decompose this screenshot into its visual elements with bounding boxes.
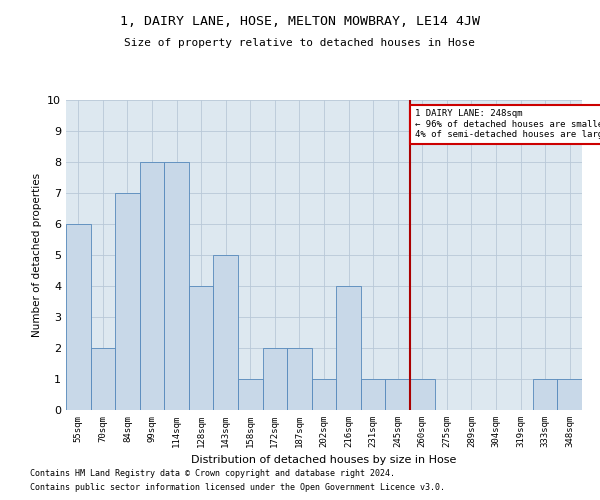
Text: 1, DAIRY LANE, HOSE, MELTON MOWBRAY, LE14 4JW: 1, DAIRY LANE, HOSE, MELTON MOWBRAY, LE1… bbox=[120, 15, 480, 28]
Text: Size of property relative to detached houses in Hose: Size of property relative to detached ho… bbox=[125, 38, 476, 48]
Bar bbox=[336, 286, 361, 410]
Bar bbox=[385, 379, 410, 410]
Bar bbox=[189, 286, 214, 410]
Bar bbox=[410, 379, 434, 410]
Bar bbox=[164, 162, 189, 410]
Bar bbox=[66, 224, 91, 410]
X-axis label: Distribution of detached houses by size in Hose: Distribution of detached houses by size … bbox=[191, 456, 457, 466]
Bar bbox=[361, 379, 385, 410]
Bar bbox=[287, 348, 312, 410]
Text: Contains public sector information licensed under the Open Government Licence v3: Contains public sector information licen… bbox=[30, 484, 445, 492]
Bar bbox=[214, 255, 238, 410]
Bar bbox=[533, 379, 557, 410]
Text: 1 DAIRY LANE: 248sqm
← 96% of detached houses are smaller (52)
4% of semi-detach: 1 DAIRY LANE: 248sqm ← 96% of detached h… bbox=[415, 110, 600, 139]
Text: Contains HM Land Registry data © Crown copyright and database right 2024.: Contains HM Land Registry data © Crown c… bbox=[30, 468, 395, 477]
Bar bbox=[557, 379, 582, 410]
Bar bbox=[140, 162, 164, 410]
Bar bbox=[263, 348, 287, 410]
Bar bbox=[115, 193, 140, 410]
Bar bbox=[238, 379, 263, 410]
Y-axis label: Number of detached properties: Number of detached properties bbox=[32, 173, 41, 337]
Bar bbox=[312, 379, 336, 410]
Bar bbox=[91, 348, 115, 410]
